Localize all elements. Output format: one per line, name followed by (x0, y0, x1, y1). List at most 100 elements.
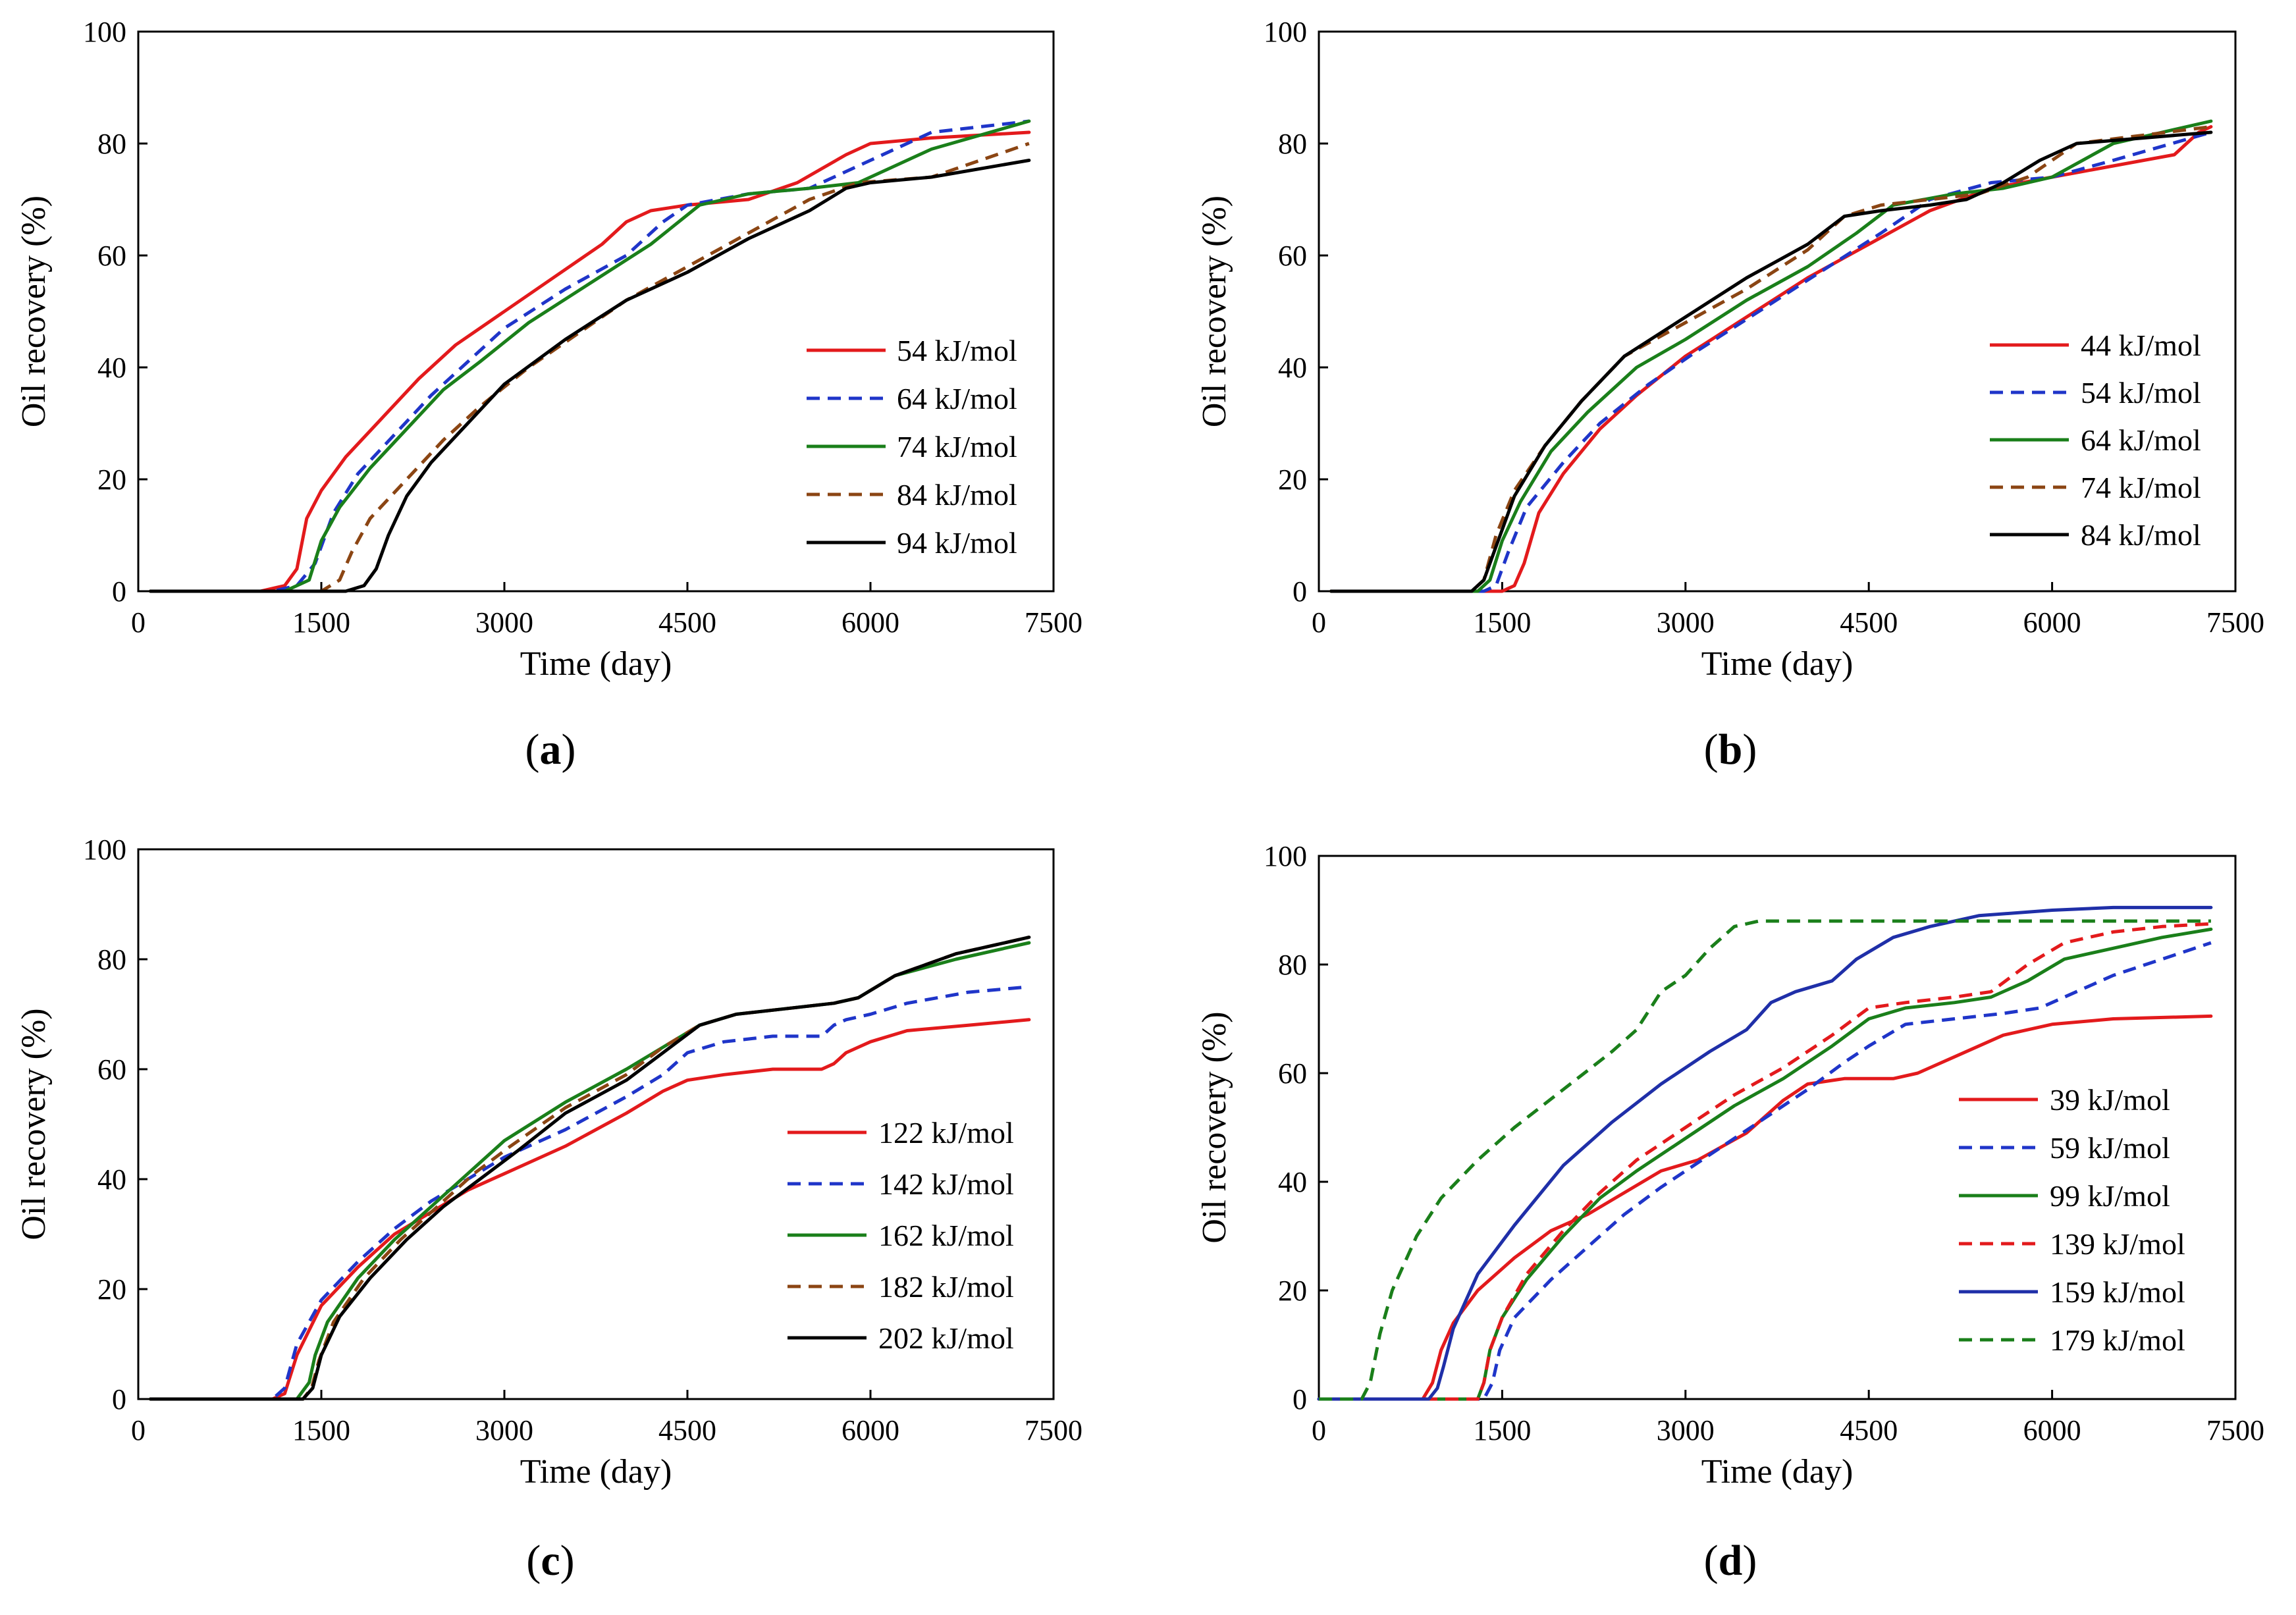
y-tick-label: 60 (97, 240, 126, 272)
y-tick-label: 100 (1264, 16, 1307, 48)
y-tick-label: 0 (112, 575, 126, 608)
series-line-142-kJ-mol (150, 985, 1030, 1401)
y-tick-label: 20 (1278, 463, 1307, 496)
x-tick-label: 4500 (1840, 606, 1898, 639)
x-tick-label: 0 (1312, 606, 1326, 639)
legend-label: 74 kJ/mol (2081, 471, 2201, 504)
x-tick-label: 4500 (1840, 1414, 1898, 1446)
y-axis-label: Oil recovery (%) (1196, 1011, 1233, 1243)
series-line-122-kJ-mol (149, 1018, 1031, 1401)
panel-d: 0 20 40 60 80 100 0 1500 3000 4500 6000 7500 Time (d… (1196, 840, 2264, 1585)
x-tick-label: 7500 (1025, 606, 1082, 639)
legend-label: 74 kJ/mol (897, 430, 1017, 463)
x-tick-label: 1500 (292, 1414, 350, 1446)
x-tick-label: 0 (131, 606, 146, 639)
legend-label: 182 kJ/mol (878, 1270, 1014, 1304)
x-axis-label: Time (day) (520, 645, 672, 683)
series-line-94-kJ-mol (149, 159, 1031, 593)
y-tick-label: 60 (1278, 1057, 1307, 1090)
legend-label: 122 kJ/mol (878, 1116, 1014, 1150)
y-tick-label: 80 (97, 128, 126, 160)
series-line-74-kJ-mol (1331, 125, 2212, 593)
y-tick-label: 40 (1278, 352, 1307, 384)
legend-label: 99 kJ/mol (2050, 1179, 2170, 1213)
x-tick-label: 4500 (658, 1414, 716, 1446)
panel-caption: (b) (1704, 726, 1757, 774)
legend-label: 162 kJ/mol (878, 1219, 1014, 1252)
legend-label: 64 kJ/mol (897, 382, 1017, 415)
x-tick-label: 1500 (1473, 1414, 1531, 1446)
y-tick-label: 80 (97, 943, 126, 976)
legend-label: 84 kJ/mol (897, 478, 1017, 512)
legend-label: 179 kJ/mol (2050, 1323, 2185, 1357)
series-line-159-kJ-mol (1317, 905, 2213, 1401)
x-tick-label: 3000 (475, 1414, 533, 1446)
x-axis-label: Time (day) (1701, 1453, 1854, 1491)
panel-caption: (c) (526, 1537, 574, 1585)
legend-label: 139 kJ/mol (2050, 1227, 2185, 1261)
y-tick-label: 40 (97, 1163, 126, 1196)
series-line-59-kJ-mol (1319, 941, 2212, 1401)
legend: 122 kJ/mol 142 kJ/mol 162 kJ/mol 182 kJ/mol… (788, 1116, 1014, 1355)
panel-a: 0 20 40 60 80 100 0 1500 3000 4500 6000 7500 Time (d… (15, 16, 1082, 774)
plot-frame (1318, 30, 2237, 593)
x-tick-label: 1500 (1473, 606, 1531, 639)
legend-label: 44 kJ/mol (2081, 329, 2201, 362)
x-tick-label: 7500 (2206, 606, 2264, 639)
y-tick-label: 20 (97, 1273, 126, 1306)
x-tick-label: 6000 (2023, 1414, 2081, 1446)
x-tick-label: 7500 (1025, 1414, 1082, 1446)
plot-frame (137, 848, 1055, 1400)
series-line-54-kJ-mol (149, 130, 1031, 593)
x-axis-label: Time (day) (1701, 645, 1854, 683)
y-tick-label: 100 (83, 16, 126, 48)
series-line-84-kJ-mol (150, 142, 1030, 593)
legend-label: 59 kJ/mol (2050, 1131, 2170, 1165)
panel-caption: (d) (1704, 1537, 1757, 1585)
legend-label: 54 kJ/mol (2081, 376, 2201, 410)
y-tick-label: 20 (1278, 1275, 1307, 1307)
panel-c: 0 20 40 60 80 100 0 1500 3000 4500 6000 7500 Time (d… (15, 834, 1082, 1585)
legend-label: 84 kJ/mol (2081, 518, 2201, 552)
y-tick-label: 0 (112, 1383, 126, 1416)
series-line-44-kJ-mol (1329, 125, 2213, 593)
y-axis-label: Oil recovery (%) (1196, 196, 1233, 427)
legend: 44 kJ/mol 54 kJ/mol 64 kJ/mol 74 kJ/mol 84 k… (1990, 329, 2201, 552)
y-tick-label: 40 (97, 352, 126, 384)
x-tick-label: 0 (131, 1414, 146, 1446)
legend-label: 94 kJ/mol (897, 526, 1017, 560)
series-line-139-kJ-mol (1319, 922, 2212, 1401)
series-line-99-kJ-mol (1317, 927, 2213, 1401)
x-tick-label: 6000 (841, 1414, 899, 1446)
x-tick-label: 3000 (475, 606, 533, 639)
x-tick-label: 0 (1312, 1414, 1326, 1446)
x-tick-label: 6000 (841, 606, 899, 639)
y-axis-label: Oil recovery (%) (15, 196, 53, 427)
x-tick-label: 3000 (1657, 1414, 1715, 1446)
y-tick-label: 20 (97, 463, 126, 496)
series-line-54-kJ-mol (1331, 130, 2212, 593)
legend-label: 159 kJ/mol (2050, 1275, 2185, 1309)
y-tick-label: 100 (83, 834, 126, 866)
x-tick-label: 3000 (1657, 606, 1715, 639)
legend: 54 kJ/mol 64 kJ/mol 74 kJ/mol 84 kJ/mol 94 k… (807, 334, 1017, 560)
legend-label: 39 kJ/mol (2050, 1083, 2170, 1117)
panel-b: 0 20 40 60 80 100 0 1500 3000 4500 6000 7500 Time (d… (1196, 16, 2264, 774)
x-axis-label: Time (day) (520, 1453, 672, 1491)
plot-frame (1318, 855, 2237, 1400)
series-line-202-kJ-mol (149, 936, 1031, 1401)
y-axis-label: Oil recovery (%) (15, 1008, 53, 1240)
legend-label: 202 kJ/mol (878, 1321, 1014, 1355)
y-tick-label: 0 (1293, 1383, 1307, 1416)
y-tick-label: 100 (1264, 840, 1307, 872)
y-tick-label: 60 (97, 1053, 126, 1086)
x-tick-label: 4500 (658, 606, 716, 639)
y-tick-label: 0 (1293, 575, 1307, 608)
y-tick-label: 40 (1278, 1166, 1307, 1198)
series-line-74-kJ-mol (149, 119, 1031, 593)
x-tick-label: 6000 (2023, 606, 2081, 639)
legend-label: 142 kJ/mol (878, 1167, 1014, 1201)
x-tick-label: 1500 (292, 606, 350, 639)
y-tick-label: 80 (1278, 128, 1307, 160)
